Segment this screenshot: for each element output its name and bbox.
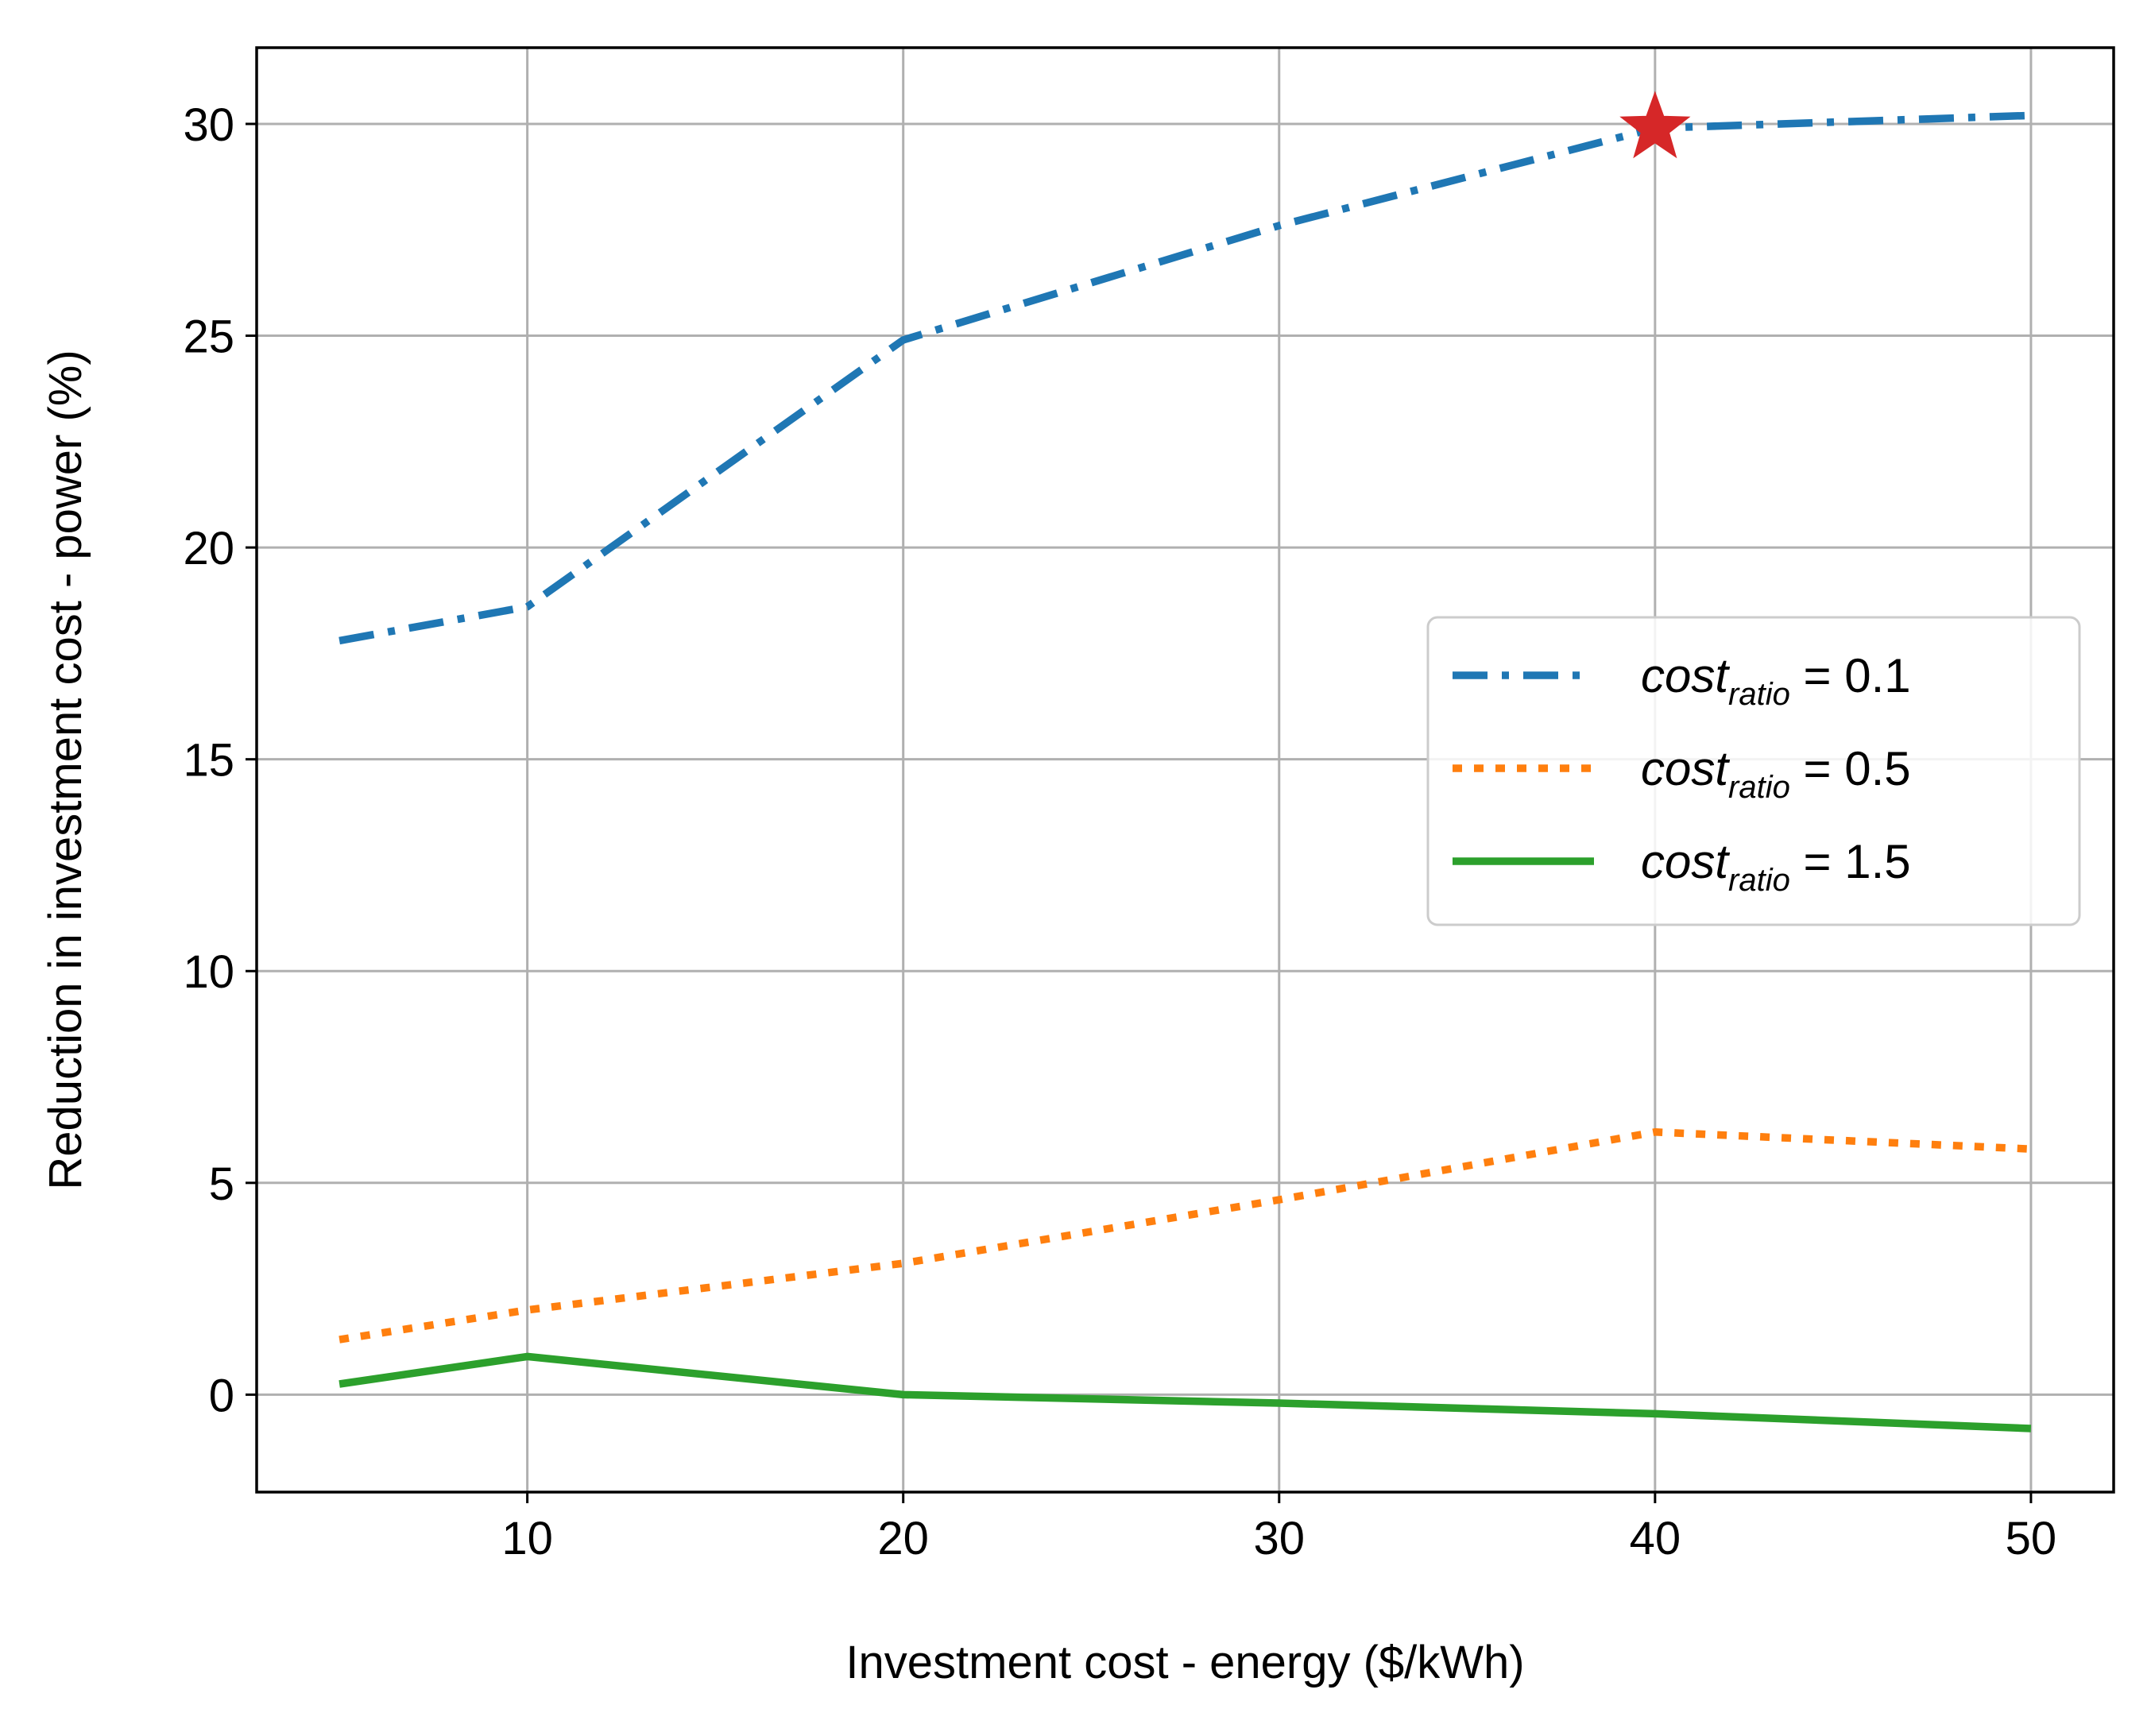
y-tick-label: 25 <box>183 311 234 363</box>
series-line-1 <box>339 1128 2032 1344</box>
legend-label-1: costratio = 0.5 <box>1641 742 1911 805</box>
series-line-2 <box>339 1352 2032 1432</box>
y-tick-label: 10 <box>183 946 234 998</box>
y-tick-label: 15 <box>183 735 234 787</box>
legend-label-2: costratio = 1.5 <box>1641 835 1911 898</box>
y-tick-label: 20 <box>183 523 234 574</box>
x-axis-label: Investment cost - energy ($/kWh) <box>845 1637 1524 1688</box>
y-tick-label: 0 <box>209 1370 234 1421</box>
legend-box <box>1426 616 2081 926</box>
axis-ticks: 10 20 30 40 50 0 5 10 15 20 25 30 <box>183 99 2056 1564</box>
plot-frame <box>255 46 2115 1494</box>
series-line-0 <box>339 111 2032 645</box>
x-tick-label: 50 <box>2006 1513 2057 1564</box>
x-tick-label: 40 <box>1630 1513 1681 1564</box>
markers <box>1619 91 1691 159</box>
legend: costratio = 0.1 costratio = 0.5 costratio … <box>1426 616 2081 926</box>
legend-label-0: costratio = 0.1 <box>1641 649 1911 712</box>
y-tick-label: 30 <box>183 99 234 151</box>
x-tick-label: 30 <box>1254 1513 1306 1564</box>
series-lines <box>339 111 2032 1432</box>
star-marker <box>1619 91 1691 159</box>
x-tick-label: 10 <box>501 1513 553 1564</box>
y-axis-label: Reduction in investment cost - power (%) <box>40 350 91 1189</box>
grid-lines <box>257 48 2114 1492</box>
x-tick-label: 20 <box>877 1513 929 1564</box>
y-tick-label: 5 <box>209 1158 234 1210</box>
